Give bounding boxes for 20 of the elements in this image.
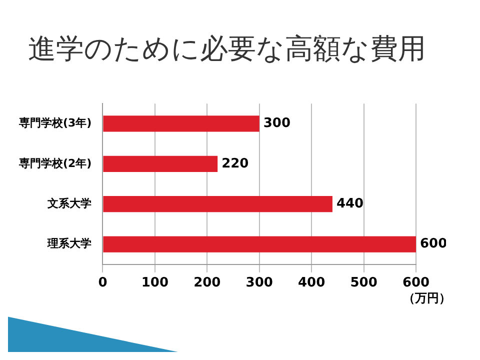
data-label: 300 [263, 116, 290, 132]
bar [103, 156, 218, 172]
x-tick-label: 400 [298, 276, 326, 291]
y-tick-label: 専門学校(3年) [18, 116, 92, 130]
x-tick-label: 0 [98, 276, 108, 291]
y-tick-label: 理系大学 [46, 237, 92, 250]
y-tick-label: 文系大学 [46, 196, 92, 210]
y-tick-label: 専門学校(2年) [18, 156, 92, 170]
x-tick-label: 500 [350, 276, 378, 291]
data-label: 440 [336, 196, 364, 212]
chart-title: 進学のために必要な高額な費用 [28, 31, 426, 67]
x-axis-title: （万円） [403, 290, 451, 307]
data-label: 220 [222, 156, 249, 172]
x-tick-label: 300 [246, 276, 273, 291]
bar [103, 196, 332, 212]
x-tick-label: 600 [402, 276, 430, 291]
bar [103, 116, 260, 132]
x-tick-label: 100 [141, 276, 168, 291]
x-tick-label: 200 [194, 276, 221, 291]
bar [103, 236, 416, 252]
